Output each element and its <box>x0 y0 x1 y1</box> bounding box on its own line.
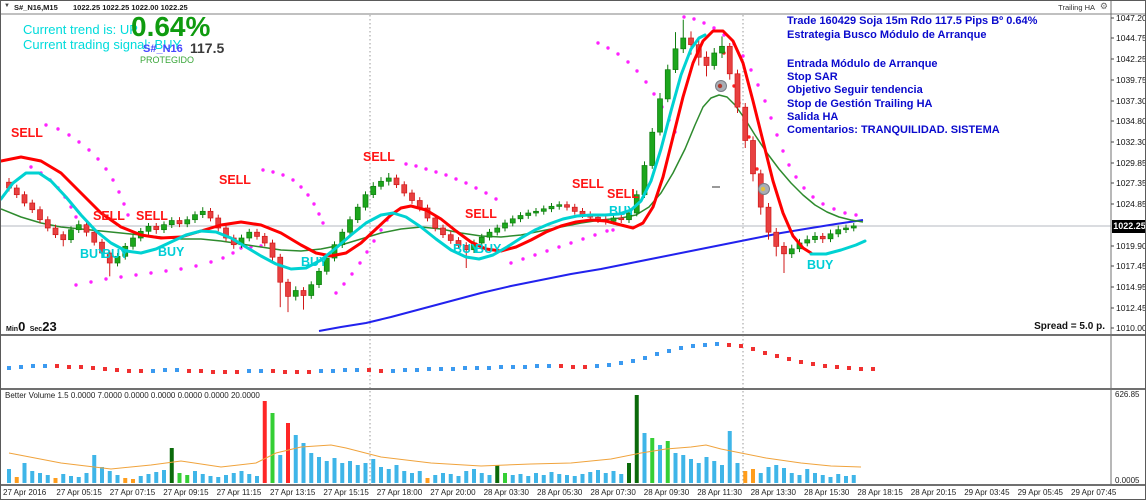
volume-axis-min: 0.0005 <box>1115 476 1140 485</box>
sell-signal-label: SELL <box>11 126 43 140</box>
spread-text: Spread = 5.0 p. <box>1034 321 1105 332</box>
price-tick-label: 1032.30 <box>1116 137 1146 147</box>
chart-title-bar: ▼ S#_N16,M15 1022.25 1022.25 1022.00 102… <box>1 1 1111 14</box>
sell-signal-label: SELL <box>219 173 251 187</box>
buy-signal-label: BUY <box>158 245 185 259</box>
symbol-timeframe-label: S#_N16,M15 <box>14 3 58 12</box>
trade-note-line: Stop SAR <box>787 71 838 83</box>
profit-percent-text: 0.64% <box>131 11 211 42</box>
min-label: Min <box>6 326 19 333</box>
buy-signal-label: BUY <box>807 258 834 272</box>
price-tick-label: 1037.30 <box>1116 96 1146 106</box>
price-tick-label: 1029.85 <box>1116 158 1146 168</box>
trade-note-line: Entrada Módulo de Arranque <box>787 58 938 70</box>
volume-axis-max: 626.85 <box>1115 390 1140 399</box>
time-tick-label: 28 Apr 09:30 <box>643 488 690 497</box>
price-tick-label: 1047.20 <box>1116 13 1146 23</box>
trade-note-line: Trade 160429 Soja 15m Rdo 117.5 Pips Bº … <box>787 15 1038 27</box>
sell-signal-label: SELL <box>363 150 395 164</box>
time-tick-label: 29 Apr 07:45 <box>1071 488 1117 497</box>
price-tick-label: 1012.45 <box>1116 303 1146 313</box>
time-tick-label: 28 Apr 07:30 <box>590 488 636 497</box>
protected-status-text: PROTEGIDO <box>140 55 195 65</box>
trade-note-line: Stop de Gestión Trailing HA <box>787 98 933 110</box>
time-tick-label: 29 Apr 03:45 <box>964 488 1010 497</box>
sell-signal-label: SELL <box>572 177 604 191</box>
time-tick-label: 27 Apr 09:15 <box>163 488 209 497</box>
price-tick-label: 1010.00 <box>1116 323 1146 333</box>
current-price-badge: 1022.25 <box>1112 220 1146 233</box>
trading-signal-text: Current trading signal: BUY <box>23 37 182 52</box>
price-tick-label: 1024.85 <box>1116 199 1146 209</box>
buy-signal-label: BUY <box>609 204 636 218</box>
ohlc-quote-label: 1022.25 1022.25 1022.00 1022.25 <box>73 3 188 12</box>
price-tick-label: 1019.90 <box>1116 241 1146 251</box>
time-tick-label: 27 Apr 11:15 <box>216 488 262 497</box>
buy-signal-label: BUY <box>80 247 107 261</box>
buy-signal-label: BUY <box>102 247 129 261</box>
time-tick-label: 28 Apr 03:30 <box>483 488 529 497</box>
price-tick-label: 1042.25 <box>1116 54 1146 64</box>
price-tick-label: 1027.35 <box>1116 178 1146 188</box>
time-tick-label: 29 Apr 05:45 <box>1017 488 1063 497</box>
gear-icon[interactable]: ⚙ <box>1099 1 1108 11</box>
time-tick-label: 27 Apr 2016 <box>3 488 47 497</box>
sec-value: 23 <box>42 319 57 334</box>
price-tick-label: 1034.80 <box>1116 116 1146 126</box>
time-tick-label: 27 Apr 15:15 <box>323 488 369 497</box>
trend-status-text: Current trend is: UP <box>23 22 138 37</box>
price-tick-label: 1044.75 <box>1116 33 1146 43</box>
pips-value-text: 117.5 <box>190 40 225 56</box>
time-tick-label: 27 Apr 07:15 <box>109 488 156 497</box>
min-value: 0 <box>18 319 26 334</box>
sell-signal-label: SELL <box>136 209 168 223</box>
trade-note-line: Comentarios: TRANQUILIDAD. SISTEMA <box>787 124 1000 136</box>
indicator-name-label: Trailing HA <box>1058 3 1095 12</box>
time-tick-label: 28 Apr 11:30 <box>697 488 742 497</box>
time-tick-label: 27 Apr 20:00 <box>430 488 476 497</box>
overlay-symbol-text: S#_N16 <box>143 43 183 55</box>
time-tick-label: 27 Apr 18:00 <box>376 488 423 497</box>
price-tick-label: 1014.95 <box>1116 282 1146 292</box>
time-tick-label: 28 Apr 15:30 <box>804 488 850 497</box>
trade-note-line: Salida HA <box>787 111 839 123</box>
time-tick-label: 28 Apr 13:30 <box>750 488 796 497</box>
buy-signal-label: BUY <box>475 242 502 256</box>
time-tick-label: 28 Apr 20:15 <box>910 488 957 497</box>
price-tick-label: 1039.75 <box>1116 75 1146 85</box>
better-volume-header: Better Volume 1.5 0.0000 7.0000 0.0000 0… <box>5 391 260 400</box>
buy-signal-label: BUY <box>301 255 328 269</box>
sell-signal-label: SELL <box>607 187 639 201</box>
timer-text: Min0 Sec23 <box>6 318 57 336</box>
trade-note-line: Estrategia Busco Módulo de Arranque <box>787 29 987 41</box>
chevron-down-icon[interactable]: ▼ <box>4 3 10 9</box>
sec-label: Sec <box>29 326 43 333</box>
price-tick-label: 1017.45 <box>1116 261 1146 271</box>
time-tick-label: 27 Apr 13:15 <box>270 488 316 497</box>
time-tick-label: 27 Apr 05:15 <box>56 488 102 497</box>
trade-note-line: Objetivo Seguir tendencia <box>787 84 923 96</box>
buy-signal-label: BUY <box>453 242 480 256</box>
time-tick-label: 28 Apr 18:15 <box>857 488 903 497</box>
time-tick-label: 28 Apr 05:30 <box>537 488 583 497</box>
sell-signal-label: SELL <box>93 209 125 223</box>
sell-signal-label: SELL <box>465 207 497 221</box>
